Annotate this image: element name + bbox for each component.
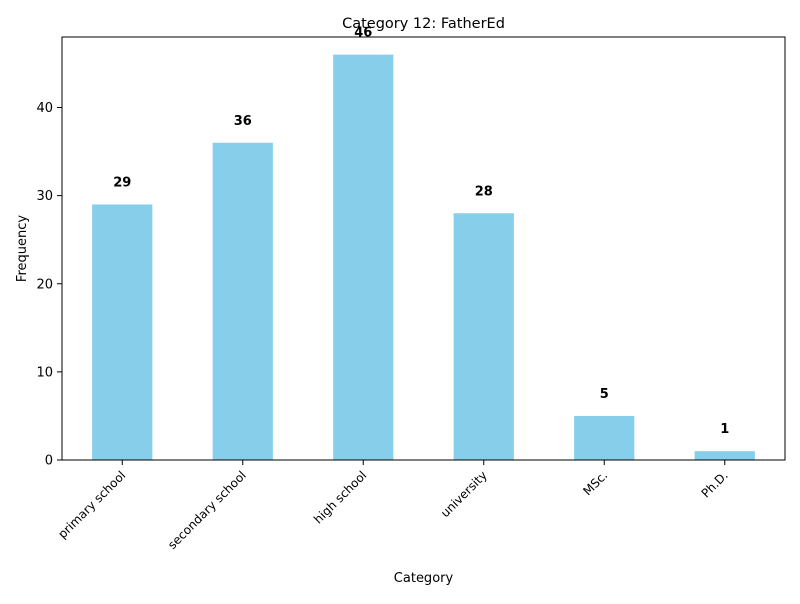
plot-frame [61,36,786,461]
chart-title: Category 12: FatherEd [342,16,505,32]
bar [694,451,755,460]
bar [212,142,273,460]
y-tick-label: 40 [36,101,53,116]
data-label: 36 [234,114,252,129]
bar [453,213,514,460]
data-label: 29 [113,175,131,190]
x-axis-label: Category [394,571,454,586]
bars-layer [92,54,755,460]
y-axis-label: Frequency [15,215,30,282]
y-tick-label: 0 [45,454,53,469]
y-axis: 0 10 20 30 40 [36,101,62,469]
data-label: 28 [475,184,493,199]
y-tick-label: 30 [36,189,53,204]
y-tick-label: 20 [36,277,53,292]
data-label: 1 [720,422,729,437]
bar [333,54,394,460]
bar [92,204,153,460]
y-tick-label: 10 [36,365,53,380]
bar [574,415,635,460]
data-label: 46 [354,26,372,41]
data-label: 5 [600,387,609,402]
